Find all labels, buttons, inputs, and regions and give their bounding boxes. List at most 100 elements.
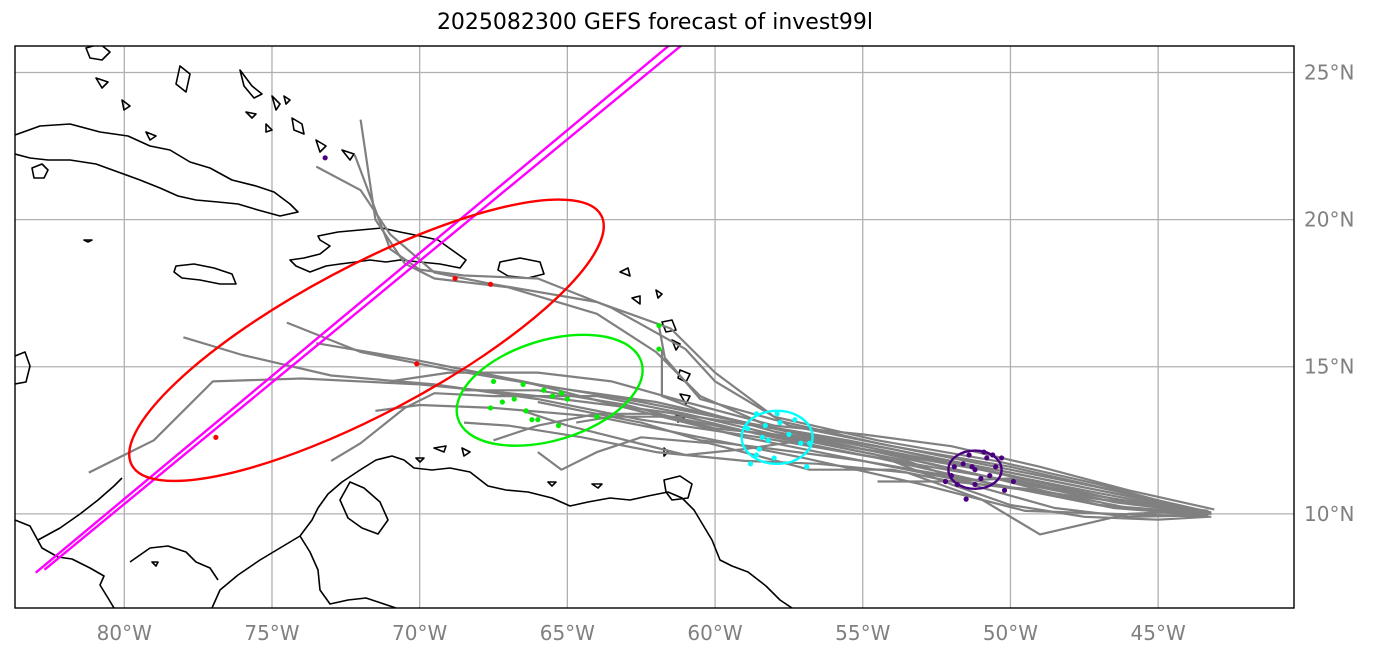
colombia-coast	[299, 455, 701, 537]
ensemble-track	[183, 336, 1206, 517]
lon-tick-label: 55°W	[835, 621, 890, 645]
day1-position-dot	[951, 464, 957, 470]
ensemble-track	[359, 119, 1206, 515]
day1-position-dot	[987, 472, 993, 479]
day2-spread-ellipse	[740, 409, 814, 466]
day4-position-dot	[487, 281, 494, 287]
ensemble-track	[315, 165, 1209, 515]
outlier-track	[34, 46, 671, 574]
day3-position-dot	[555, 422, 562, 429]
day3-position-dot	[541, 387, 547, 393]
day1-position-dot	[993, 464, 999, 470]
panama-coast	[129, 545, 219, 581]
day1-position-dot	[990, 452, 996, 458]
day4-position-dot	[452, 275, 458, 282]
day1-position-dot	[942, 478, 949, 485]
trinidad-coast	[663, 475, 693, 501]
day2-position-dot	[744, 425, 751, 432]
central-america-coast	[15, 519, 115, 608]
day3-position-dot	[656, 322, 662, 329]
day2-position-dot	[762, 422, 768, 429]
day4-position-dot	[414, 361, 420, 367]
day2-position-dot	[806, 440, 813, 446]
puerto-rico-coast	[497, 257, 545, 279]
map-frame	[14, 45, 1295, 609]
forecast-positions	[213, 155, 1016, 502]
abc-islands	[415, 445, 603, 489]
ensemble-track	[389, 371, 1215, 511]
lon-tick-label: 65°W	[540, 621, 595, 645]
day3-spread-ellipse	[455, 333, 644, 447]
day3-position-dot	[520, 381, 526, 387]
colombia-interior	[299, 535, 397, 608]
ensemble-track	[493, 412, 1209, 518]
day3-position-dot	[549, 393, 556, 399]
ensemble-track	[353, 154, 1212, 514]
ensemble-track	[657, 325, 1203, 512]
lat-tick-label: 10°N	[1304, 502, 1354, 526]
day3-position-dot	[499, 399, 505, 405]
hispaniola-coast	[289, 227, 467, 273]
panama-isthmus	[211, 535, 301, 608]
day1-position-dot	[972, 481, 978, 488]
day1-position-dot	[960, 461, 966, 467]
day3-position-dot	[523, 408, 529, 414]
coastlines	[15, 46, 793, 608]
day2-position-dot	[765, 437, 771, 443]
ensemble-track	[448, 365, 1203, 512]
day2-position-dot	[804, 464, 810, 470]
outlier-track	[43, 46, 683, 571]
lat-tick-label: 15°N	[1304, 355, 1354, 379]
day3-position-dot	[558, 390, 565, 396]
day3-position-dot	[487, 405, 494, 411]
day2-position-dot	[753, 452, 760, 458]
swan-islands	[83, 239, 159, 567]
bahamas-islands	[85, 46, 355, 161]
day2-position-dot	[759, 434, 765, 440]
day2-position-dot	[798, 440, 804, 446]
day1-position-dot	[1010, 478, 1016, 485]
day1-position-dot	[978, 475, 984, 482]
cuba-coast	[15, 123, 299, 217]
ensemble-tracks	[34, 46, 1215, 574]
lon-tick-label: 60°W	[687, 621, 742, 645]
day3-position-dot	[594, 414, 600, 420]
jamaica-coast	[173, 263, 237, 285]
lon-tick-label: 70°W	[392, 621, 447, 645]
ensemble-track	[660, 349, 1209, 515]
central-america-coast	[15, 351, 31, 385]
ensemble-track	[463, 421, 1203, 536]
day1-spread-ellipse	[947, 449, 1003, 491]
nicaragua-coast	[37, 477, 123, 541]
day3-position-dot	[490, 378, 497, 385]
lon-tick-label: 45°W	[1131, 621, 1186, 645]
day2-position-dot	[786, 431, 792, 437]
day1-position-dot	[1001, 487, 1008, 493]
day3-position-dot	[535, 417, 541, 423]
day3-position-dot	[564, 396, 570, 402]
day1-position-dot	[981, 449, 987, 455]
lon-tick-label: 80°W	[97, 621, 152, 645]
day2-position-dot	[771, 455, 777, 461]
lat-tick-label: 20°N	[1304, 208, 1354, 232]
day2-position-dot	[774, 411, 780, 417]
lat-tick-label: 25°N	[1304, 60, 1354, 84]
day3-position-dot	[529, 417, 535, 423]
day1-position-dot	[948, 472, 954, 479]
day2-position-dot	[747, 461, 754, 467]
day3-position-dot	[511, 396, 517, 402]
day2-position-dot	[753, 411, 760, 417]
guiana-coast	[699, 519, 793, 608]
maracaibo-lake	[339, 481, 389, 535]
gridlines	[15, 46, 1294, 608]
lon-tick-label: 50°W	[983, 621, 1038, 645]
day1-position-dot	[322, 155, 328, 161]
day1-position-dot	[984, 455, 990, 461]
day1-position-dot	[954, 481, 960, 488]
day2-position-dot	[777, 420, 783, 426]
isle-of-youth	[31, 163, 49, 179]
day2-position-dot	[792, 417, 798, 423]
day2-position-dot	[756, 446, 762, 452]
lon-tick-label: 75°W	[244, 621, 299, 645]
